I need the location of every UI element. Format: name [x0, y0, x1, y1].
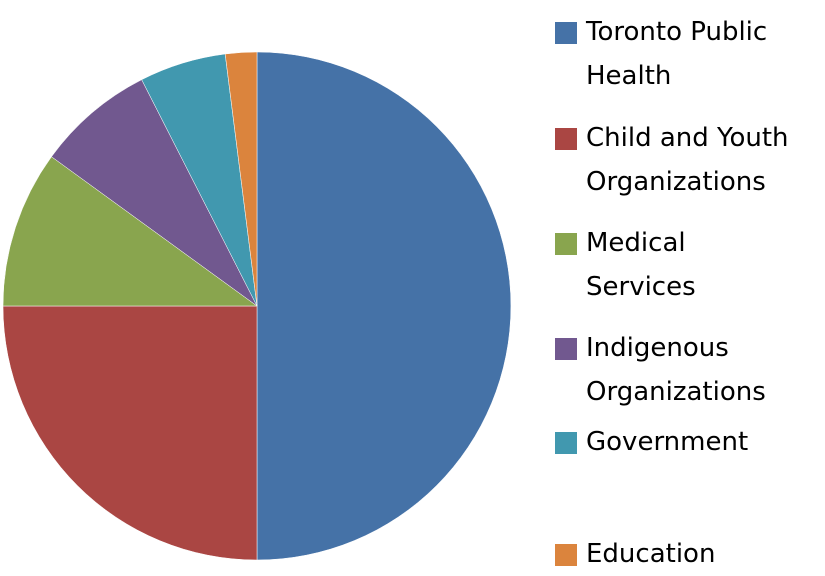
legend-label: Toronto Public Health	[586, 17, 768, 91]
legend-swatch	[555, 432, 577, 454]
legend-swatch	[555, 22, 577, 44]
legend-label: Medical Services	[586, 228, 696, 302]
pie-slice	[256, 51, 512, 561]
legend-label: Child and Youth Organizations	[586, 123, 789, 197]
legend-swatch	[555, 233, 577, 255]
legend-swatch	[555, 544, 577, 566]
pie-slice	[224, 51, 258, 307]
chart	[2, 51, 512, 561]
pie-slice	[2, 156, 258, 307]
legend-swatch	[555, 128, 577, 150]
legend-label: Education	[586, 539, 716, 569]
legend-swatch	[555, 338, 577, 360]
legend-label: Government	[586, 427, 749, 457]
pie-slice	[51, 79, 258, 307]
legend-label: Indigenous Organizations	[586, 333, 766, 407]
page: {"chart_data": {"type": "pie", "categori…	[2, 17, 789, 569]
pie-slice	[2, 305, 258, 561]
